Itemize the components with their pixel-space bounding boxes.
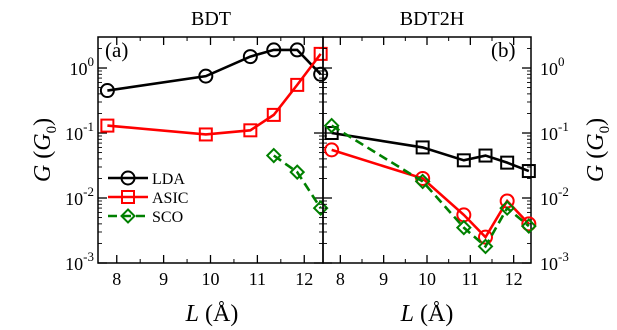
panel-a-title: BDT	[191, 8, 231, 30]
panel-a-xtick-label-4: 12	[295, 269, 313, 289]
panel-a-legend-sco-point-legend	[120, 208, 136, 224]
panel-b-series-lda-point-4	[500, 155, 515, 170]
panel-a-label: (a)	[105, 38, 128, 62]
panel-a-series-lda-point-2	[242, 49, 258, 65]
panel-a-series-asic	[100, 46, 328, 142]
panel-a-xtick-label-1: 9	[159, 269, 168, 289]
panel-b-series-lda	[324, 126, 536, 179]
panel-b-xtick-label-4: 12	[505, 269, 523, 289]
panel-a-legend-label-sco: SCO	[152, 209, 183, 226]
panel-b-ytick-label-1: 10-2	[540, 184, 569, 209]
panel-a-ytick-label-2: 10-1	[65, 119, 94, 144]
panel-a-ytick-label-3: 100	[70, 54, 95, 79]
panel-a-xlabel-var: L	[185, 301, 199, 327]
panel-b-ylabel-unit: G	[583, 133, 609, 150]
panel-a-series-sco-point-2	[312, 200, 329, 216]
panel-a-series-asic-point-4	[290, 77, 305, 92]
panel-b-ylabel-sub: 0	[597, 126, 613, 134]
panel-b: BDT2H 8 9 10 11 12 10-3 10-2 10-1 100 (b) G (G0)…	[322, 8, 613, 327]
panel-b-series-asic	[324, 142, 537, 245]
panel-a-ylabel-unit: G	[30, 133, 56, 150]
panel-a-legend-item-sco: SCO	[108, 208, 183, 226]
panel-a-xtick-label-0: 8	[112, 269, 121, 289]
panel-b-xlabel-var: L	[400, 301, 414, 327]
panel-a-series-lda-line	[107, 48, 322, 92]
panel-a-series-lda	[99, 42, 329, 99]
panel-b-series-sco-point-1	[414, 173, 431, 190]
panel-a-xtick-label-2: 10	[202, 269, 220, 289]
panel-b-label: (b)	[491, 38, 516, 62]
panel-a-legend-label-lda: LDA	[152, 171, 185, 188]
panel-b-series-lda-point-5	[521, 164, 536, 179]
panel-a-series-asic-point-0	[100, 118, 115, 133]
panel-a-series-asic-point-2	[243, 123, 258, 138]
panel-b-xlabel-unit: (Å)	[420, 301, 453, 327]
panel-b-ticks	[323, 37, 531, 264]
panel-a-ytick-label-1: 10-2	[65, 184, 94, 209]
panel-a-tick-labels: 8 9 10 11 12 10-3 10-2 10-1 100	[65, 54, 313, 289]
panel-a-xlabel-unit: (Å)	[205, 301, 238, 327]
panel-a-series-asic-point-1	[198, 127, 213, 142]
panel-a-series-sco	[265, 147, 329, 216]
panel-a-legend-item-lda: LDA	[108, 170, 185, 188]
panel-b-series-sco-point-3	[477, 238, 494, 255]
panel-b-series-sco-point-2	[455, 219, 472, 236]
panel-a-series-sco-point-0	[265, 147, 282, 164]
panel-b-xtick-label-1: 9	[379, 269, 388, 289]
panel-a-ylabel: G (G0)	[30, 118, 60, 182]
panel-a-legend-asic-point-legend	[121, 190, 135, 204]
panel-a-legend-label-asic: ASIC	[152, 190, 188, 207]
panel-a-xtick-label-3: 11	[249, 269, 266, 289]
panel-b-ylabel: G (G0)	[583, 118, 613, 182]
panel-a-ylabel-var: G	[30, 165, 56, 182]
panel-a-series-lda-point-1	[198, 68, 214, 84]
panel-a: BDT 8 9 10 11 12 10-3 10-2 10-1 100 (a) LDA ASIC S…	[30, 8, 329, 327]
panel-b-series-asic-point-3	[478, 229, 493, 245]
panel-a-legend-item-asic: ASIC	[108, 190, 188, 207]
panel-a-series-lda-point-5	[313, 66, 329, 82]
panel-a-series	[99, 42, 329, 216]
panel-b-series-lda-point-2	[456, 153, 471, 168]
panel-b-series-asic-point-5	[521, 216, 537, 232]
panel-a-series-asic-point-3	[266, 107, 281, 122]
panel-b-xlabel: L (Å)	[400, 301, 454, 327]
panel-b-ytick-label-3: 100	[540, 54, 565, 79]
panel-b-series-sco-point-5	[520, 218, 537, 234]
panel-b-series-asic-line	[331, 148, 530, 240]
panel-a-series-lda-point-4	[289, 42, 305, 58]
panel-b-xtick-label-2: 10	[418, 269, 436, 289]
panel-b-ytick-label-0: 10-3	[540, 249, 569, 274]
panel-a-series-lda-point-3	[266, 42, 282, 58]
panel-b-ytick-label-2: 10-1	[540, 119, 569, 144]
panel-a-legend: LDA ASIC SCO	[108, 170, 188, 226]
panel-a-legend-lda-point-legend	[120, 170, 136, 186]
panel-a-ytick-label-0: 10-3	[65, 249, 94, 274]
panel-b-series-asic-point-0	[324, 142, 340, 158]
panel-a-series-lda-point-0	[99, 83, 115, 99]
panel-b-xtick-label-3: 11	[462, 269, 479, 289]
panel-a-series-asic-line	[107, 53, 322, 136]
panel-b-tick-labels: 8 9 10 11 12 10-3 10-2 10-1 100	[336, 54, 569, 289]
panel-b-series-sco	[323, 117, 537, 255]
panel-b-ylabel-var: G	[583, 165, 609, 182]
panel-a-series-sco-line	[273, 154, 322, 209]
panel-b-series-lda-line	[331, 131, 530, 173]
panel-b-xtick-label-0: 8	[336, 269, 345, 289]
panel-b-series-lda-point-1	[415, 140, 430, 155]
panel-b-title: BDT2H	[400, 8, 464, 30]
panel-b-series	[323, 117, 537, 255]
panel-a-ylabel-sub: 0	[44, 126, 60, 134]
panel-b-series-sco-point-4	[499, 200, 516, 216]
panel-b-series-sco-point-0	[323, 117, 340, 134]
panel-b-series-lda-point-3	[478, 148, 493, 163]
panel-a-series-sco-point-1	[289, 164, 306, 181]
panel-a-xlabel: L (Å)	[185, 301, 239, 327]
panel-a-series-asic-point-5	[313, 46, 328, 61]
